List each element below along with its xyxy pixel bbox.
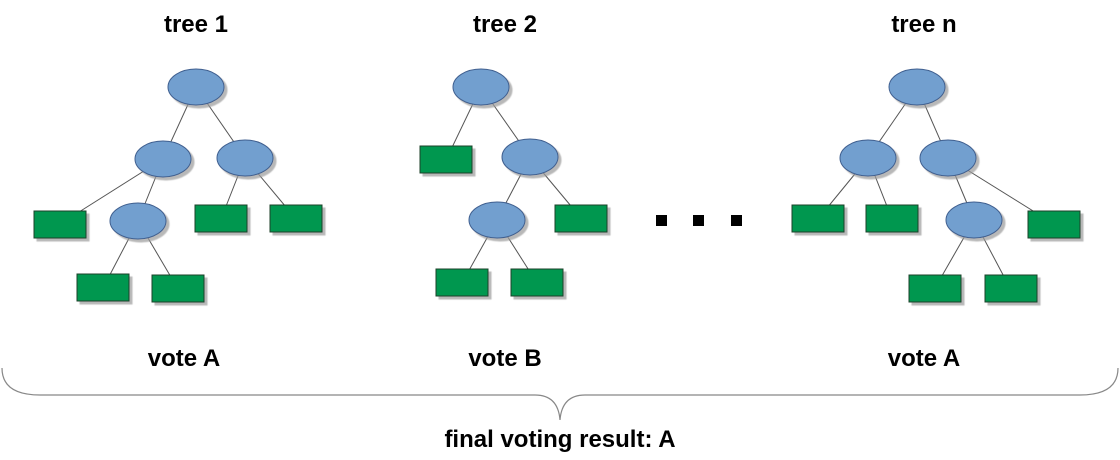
ellipsis-icon [656,215,742,226]
tree-1-root-node [167,68,225,106]
tree-1-split-node [109,202,167,240]
tree-1-split-node [216,139,274,177]
tree-2-root-node [452,68,510,106]
tree-1-leaf-node [76,273,130,302]
tree-n-leaf-node [865,204,919,233]
tree-2-split-node [468,201,526,239]
tree-n-leaf-node [791,204,845,233]
tree-n-title: tree n [891,11,956,38]
tree-1-leaf-node [33,210,87,239]
tree-n [791,68,1081,303]
final-voting-result: final voting result: A [444,426,675,453]
tree-1-leaf-node [194,204,248,233]
tree-2-title: tree 2 [473,11,537,38]
tree-1-title: tree 1 [164,11,228,38]
tree-2-leaf-node [435,268,489,297]
tree-1-leaf-node [151,274,205,303]
tree-1-vote: vote A [148,345,220,372]
tree-2 [419,68,608,297]
tree-1-leaf-node [269,204,323,233]
tree-2-split-node [501,138,559,176]
ellipsis-dot [656,215,667,226]
aggregation-brace [1,367,1119,421]
tree-2-leaf-node [419,145,473,174]
tree-n-leaf-node [1027,210,1081,239]
ellipsis-dot [731,215,742,226]
tree-1-split-node [134,140,192,178]
tree-2-vote: vote B [468,345,541,372]
tree-n-split-node [919,139,977,177]
tree-n-leaf-node [984,274,1038,303]
tree-2-leaf-node [510,268,564,297]
tree-n-vote: vote A [888,345,960,372]
tree-n-leaf-node [908,274,962,303]
tree-n-split-node [839,139,897,177]
tree-2-leaf-node [554,204,608,233]
tree-1 [33,68,323,303]
tree-n-split-node [945,201,1003,239]
ellipsis-dot [693,215,704,226]
tree-n-root-node [888,68,946,106]
